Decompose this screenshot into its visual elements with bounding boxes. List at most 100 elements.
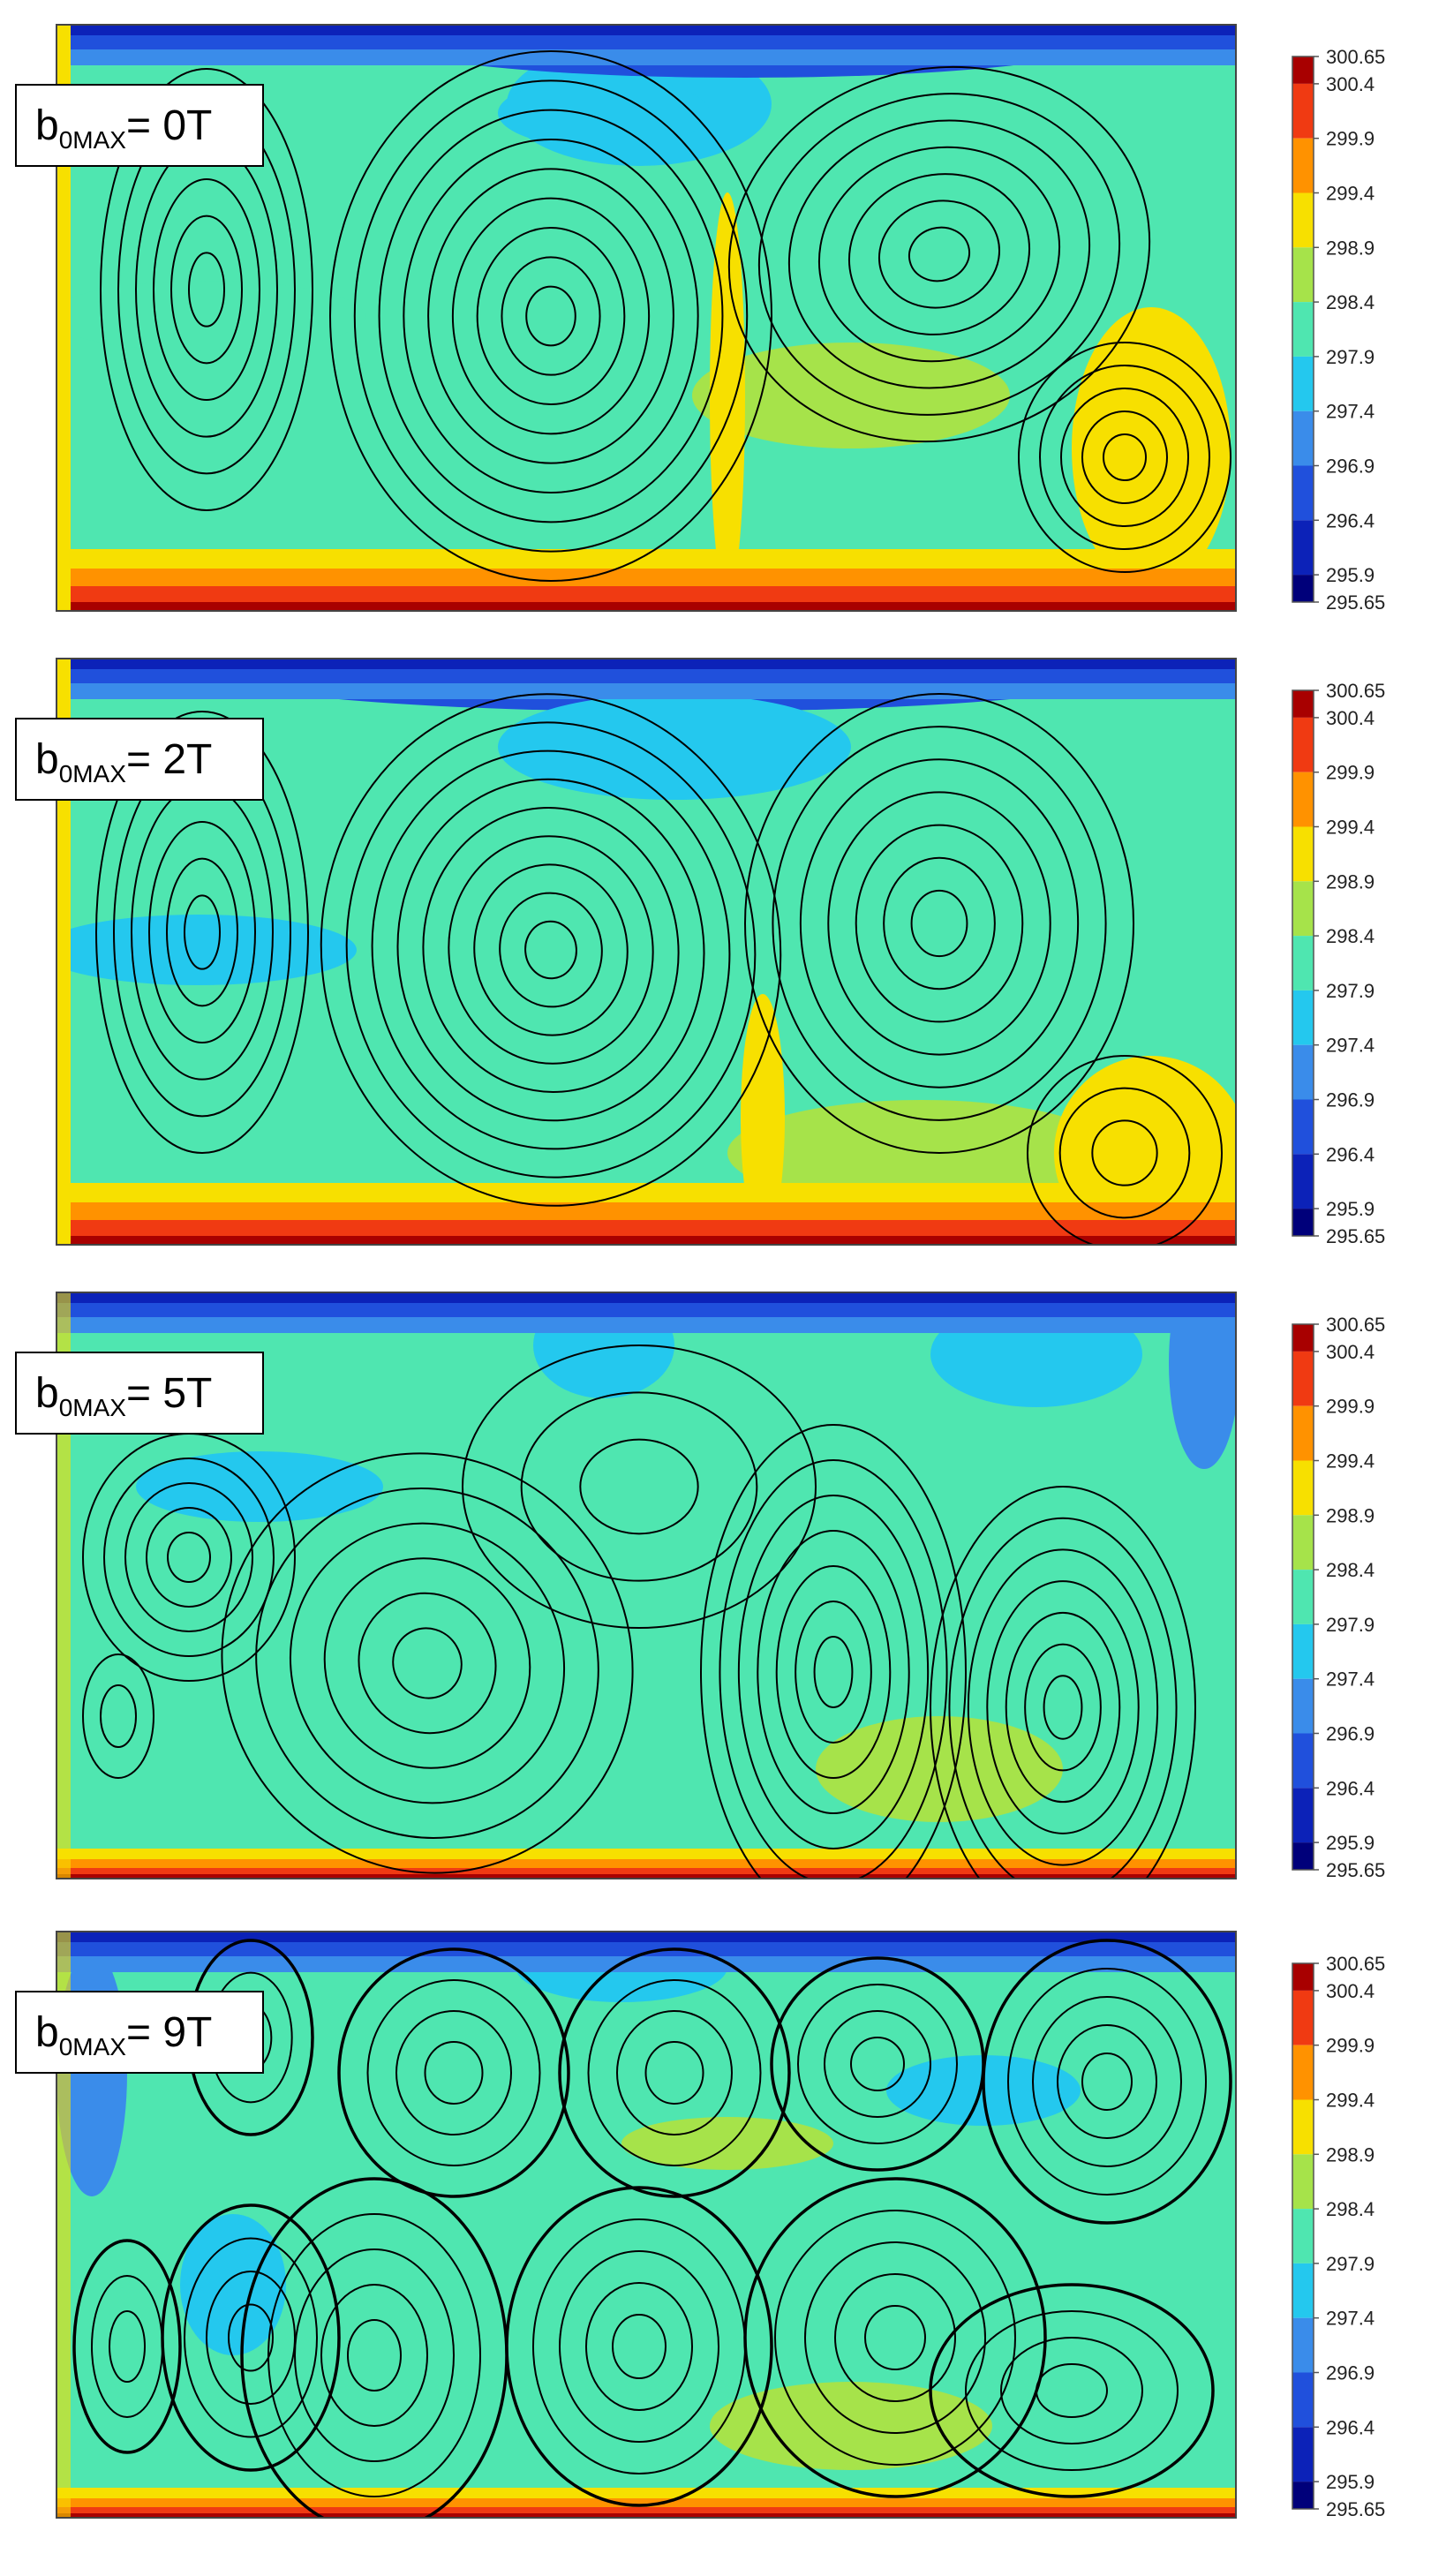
streamline bbox=[366, 1979, 541, 2166]
panel: b0MAX= 9T 300.65 300.4 299.9 299.4 298.9 298.4… bbox=[15, 1931, 1385, 2520]
colorbar-tick-label: 298.4 bbox=[1326, 925, 1375, 947]
streamline bbox=[323, 1557, 531, 1769]
streamline bbox=[737, 1495, 930, 1849]
colorbar-tick-label: 299.9 bbox=[1326, 128, 1375, 150]
temperature-region bbox=[710, 192, 745, 599]
colorbar-band bbox=[1292, 936, 1314, 990]
label-rest: = 2T bbox=[126, 736, 212, 783]
label-rest: = 9T bbox=[126, 2009, 212, 2056]
colorbar-frame bbox=[1292, 56, 1314, 603]
temperature-region bbox=[1072, 307, 1231, 590]
colorbar-band bbox=[1292, 356, 1314, 411]
streamline bbox=[422, 807, 680, 1093]
streamline bbox=[774, 2210, 1016, 2466]
colorbar-tick-label: 298.4 bbox=[1326, 2198, 1375, 2220]
temperature-region bbox=[816, 1716, 1063, 1822]
streamline bbox=[100, 68, 313, 511]
colorbar-tick-label: 300.65 bbox=[1326, 1953, 1385, 1975]
hot-band bbox=[56, 1874, 1236, 1879]
colorbar-tick-label: 300.65 bbox=[1326, 680, 1385, 702]
colorbar-band bbox=[1292, 826, 1314, 882]
colorbar-band bbox=[1292, 1351, 1314, 1406]
streamline bbox=[757, 93, 1121, 416]
colorbar-band bbox=[1292, 772, 1314, 827]
colorbar-tick-label: 299.9 bbox=[1326, 1396, 1375, 1418]
streamline bbox=[161, 2203, 341, 2472]
streamline bbox=[775, 1565, 892, 1779]
streamline bbox=[294, 2248, 455, 2462]
colorbar-band bbox=[1292, 881, 1314, 937]
streamline bbox=[358, 1592, 497, 1735]
streamline bbox=[1043, 1675, 1083, 1740]
label-text: b0MAX= 0T bbox=[35, 102, 212, 154]
colorbar-tick-label: 298.4 bbox=[1326, 1559, 1375, 1581]
label-box bbox=[15, 1352, 264, 1435]
streamline bbox=[1032, 1996, 1182, 2167]
colorbar-tick-label: 300.4 bbox=[1326, 707, 1375, 729]
colorbar-band bbox=[1292, 1990, 1314, 2045]
colorbar-frame bbox=[1292, 689, 1314, 1237]
streamline bbox=[255, 1488, 599, 1839]
cold-band bbox=[56, 1292, 1236, 1303]
colorbar-tick-label: 298.9 bbox=[1326, 237, 1375, 259]
streamline bbox=[289, 1522, 566, 1804]
streamline bbox=[929, 2283, 1215, 2498]
label-subscript: 0MAX bbox=[59, 126, 127, 154]
streamline bbox=[908, 226, 971, 282]
colorbar-tick-label: 299.9 bbox=[1326, 2035, 1375, 2057]
streamline bbox=[532, 2218, 746, 2474]
colorbar-band bbox=[1292, 1515, 1314, 1570]
streamline bbox=[1081, 2053, 1133, 2111]
streamline bbox=[1057, 2024, 1157, 2139]
streamline bbox=[228, 2303, 274, 2372]
streamline bbox=[948, 1517, 1178, 1879]
label-box bbox=[15, 718, 264, 801]
temperature-region bbox=[741, 994, 785, 1241]
streamline bbox=[795, 1601, 872, 1744]
temperature-region bbox=[1169, 1292, 1236, 1469]
streamline bbox=[559, 2250, 719, 2443]
colorbar-tick-label: 297.9 bbox=[1326, 2253, 1375, 2275]
colorbar-band bbox=[1292, 1044, 1314, 1100]
colorbar-band bbox=[1292, 1678, 1314, 1734]
panel: b0MAX= 5T 300.65 300.4 299.9 299.4 298.9 298.4… bbox=[15, 1292, 1385, 1881]
colorbar-tick-label: 299.9 bbox=[1326, 762, 1375, 784]
streamline bbox=[797, 1984, 958, 2144]
colorbar-band bbox=[1292, 717, 1314, 772]
streamline bbox=[448, 835, 654, 1065]
temperature-region bbox=[692, 343, 1010, 448]
streamline bbox=[153, 178, 260, 401]
streamline bbox=[473, 863, 629, 1036]
colorbar-band bbox=[1292, 1154, 1314, 1209]
streamline bbox=[772, 726, 1107, 1121]
colorbar-tick-label: 298.4 bbox=[1326, 291, 1375, 313]
colorbar-band bbox=[1292, 1405, 1314, 1461]
streamline bbox=[1039, 365, 1210, 550]
streamline bbox=[877, 200, 1001, 309]
colorbar-band bbox=[1292, 465, 1314, 521]
streamline bbox=[167, 1532, 211, 1583]
colorbar-band bbox=[1292, 690, 1314, 718]
streamline bbox=[170, 215, 243, 365]
streamline bbox=[558, 1947, 791, 2198]
label-box bbox=[15, 1991, 264, 2074]
panel-label: b0MAX= 2T bbox=[15, 718, 264, 801]
streamline bbox=[1007, 1968, 1207, 2196]
colorbar-tick-label: 296.4 bbox=[1326, 1777, 1375, 1799]
streamline bbox=[883, 856, 996, 990]
streamline bbox=[392, 1627, 463, 1699]
colorbar-band bbox=[1292, 1570, 1314, 1624]
cold-band bbox=[56, 659, 1236, 669]
streamline bbox=[1036, 2363, 1108, 2418]
colorbar-band bbox=[1292, 56, 1314, 84]
streamline bbox=[579, 1438, 699, 1535]
plot-frame bbox=[56, 1292, 1237, 1879]
colorbar-band bbox=[1292, 2154, 1314, 2210]
panel: b0MAX= 0T 300.65 300.4 299.9 299.4 298.9 298.4… bbox=[15, 24, 1385, 614]
colorbar-band bbox=[1292, 1324, 1314, 1352]
streamline bbox=[910, 889, 968, 958]
temperature-region bbox=[56, 281, 365, 351]
panel-label: b0MAX= 9T bbox=[15, 1991, 264, 2074]
streamline bbox=[1058, 1087, 1191, 1219]
temperature-region bbox=[56, 915, 357, 985]
